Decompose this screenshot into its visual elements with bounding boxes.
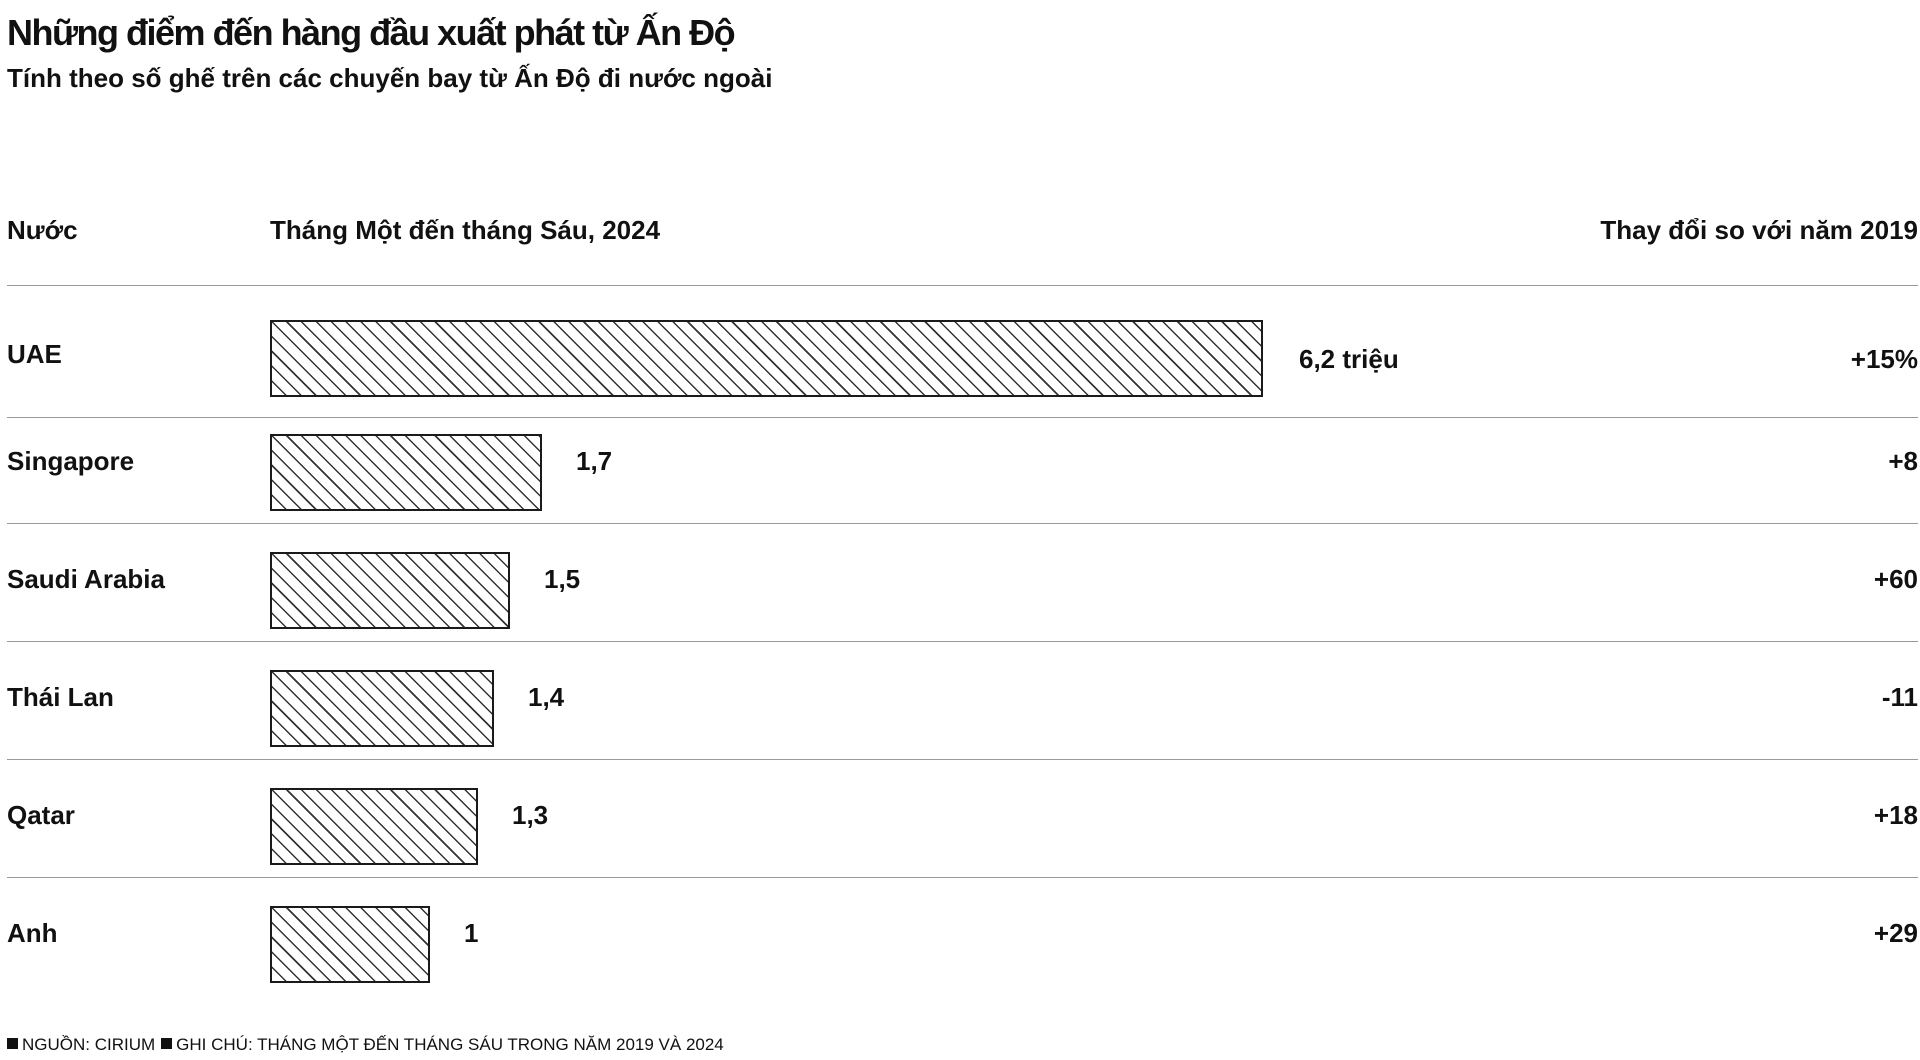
row-divider [7,641,1918,642]
chart-subtitle: Tính theo số ghế trên các chuyến bay từ … [7,63,773,93]
country-label: Saudi Arabia [7,564,165,594]
country-label: UAE [7,339,62,369]
change-label: +29 [1873,918,1918,948]
footnote: NGUỒN: CIRIUM GHI CHÚ: THÁNG MỘT ĐẾN THÁN… [7,1035,724,1055]
bar-row: Saudi Arabia 1,5 +60 [0,523,1920,641]
row-divider [7,523,1918,524]
country-label: Thái Lan [7,682,114,712]
footnote-source: NGUỒN: CIRIUM [22,1035,156,1054]
change-label: +60 [1873,564,1918,594]
value-label: 1,7 [576,446,613,476]
bar [270,788,478,865]
bar [270,434,542,511]
country-label: Anh [7,918,58,948]
column-header-seats: Tháng Một đến tháng Sáu, 2024 [270,215,661,245]
square-bullet-icon [161,1038,173,1049]
value-label: 1,3 [512,800,549,830]
header-divider [7,285,1918,286]
chart-title: Những điểm đến hàng đầu xuất phát từ Ấn … [7,12,736,53]
row-divider [7,759,1918,760]
country-label: Qatar [7,800,75,830]
row-divider [7,417,1918,418]
column-header-country: Nước [7,215,78,245]
country-label: Singapore [7,446,135,476]
value-label: 1 [464,918,479,948]
bar-row: Anh 1 +29 [0,877,1920,995]
row-divider [7,877,1918,878]
value-label: 6,2 triệu [1299,344,1399,374]
footnote-note: GHI CHÚ: THÁNG MỘT ĐẾN THÁNG SÁU TRONG N… [176,1035,724,1054]
bar-row: Singapore 1,7 +8 [0,405,1920,523]
value-label: 1,4 [528,682,565,712]
bar [270,320,1263,397]
column-header-change: Thay đổi so với năm 2019 [1600,215,1918,245]
bar [270,670,494,747]
square-bullet-icon [7,1038,18,1049]
change-label: -11 [1881,682,1918,712]
bar-row: UAE 6,2 triệu +15% [0,287,1920,405]
bar [270,552,510,629]
change-label: +15% [1850,344,1918,374]
change-label: +8 [1888,446,1918,476]
bar-row: Thái Lan 1,4 -11 [0,641,1920,759]
bar [270,906,430,983]
bar-row: Qatar 1,3 +18 [0,759,1920,877]
change-label: +18 [1873,800,1918,830]
value-label: 1,5 [544,564,581,594]
